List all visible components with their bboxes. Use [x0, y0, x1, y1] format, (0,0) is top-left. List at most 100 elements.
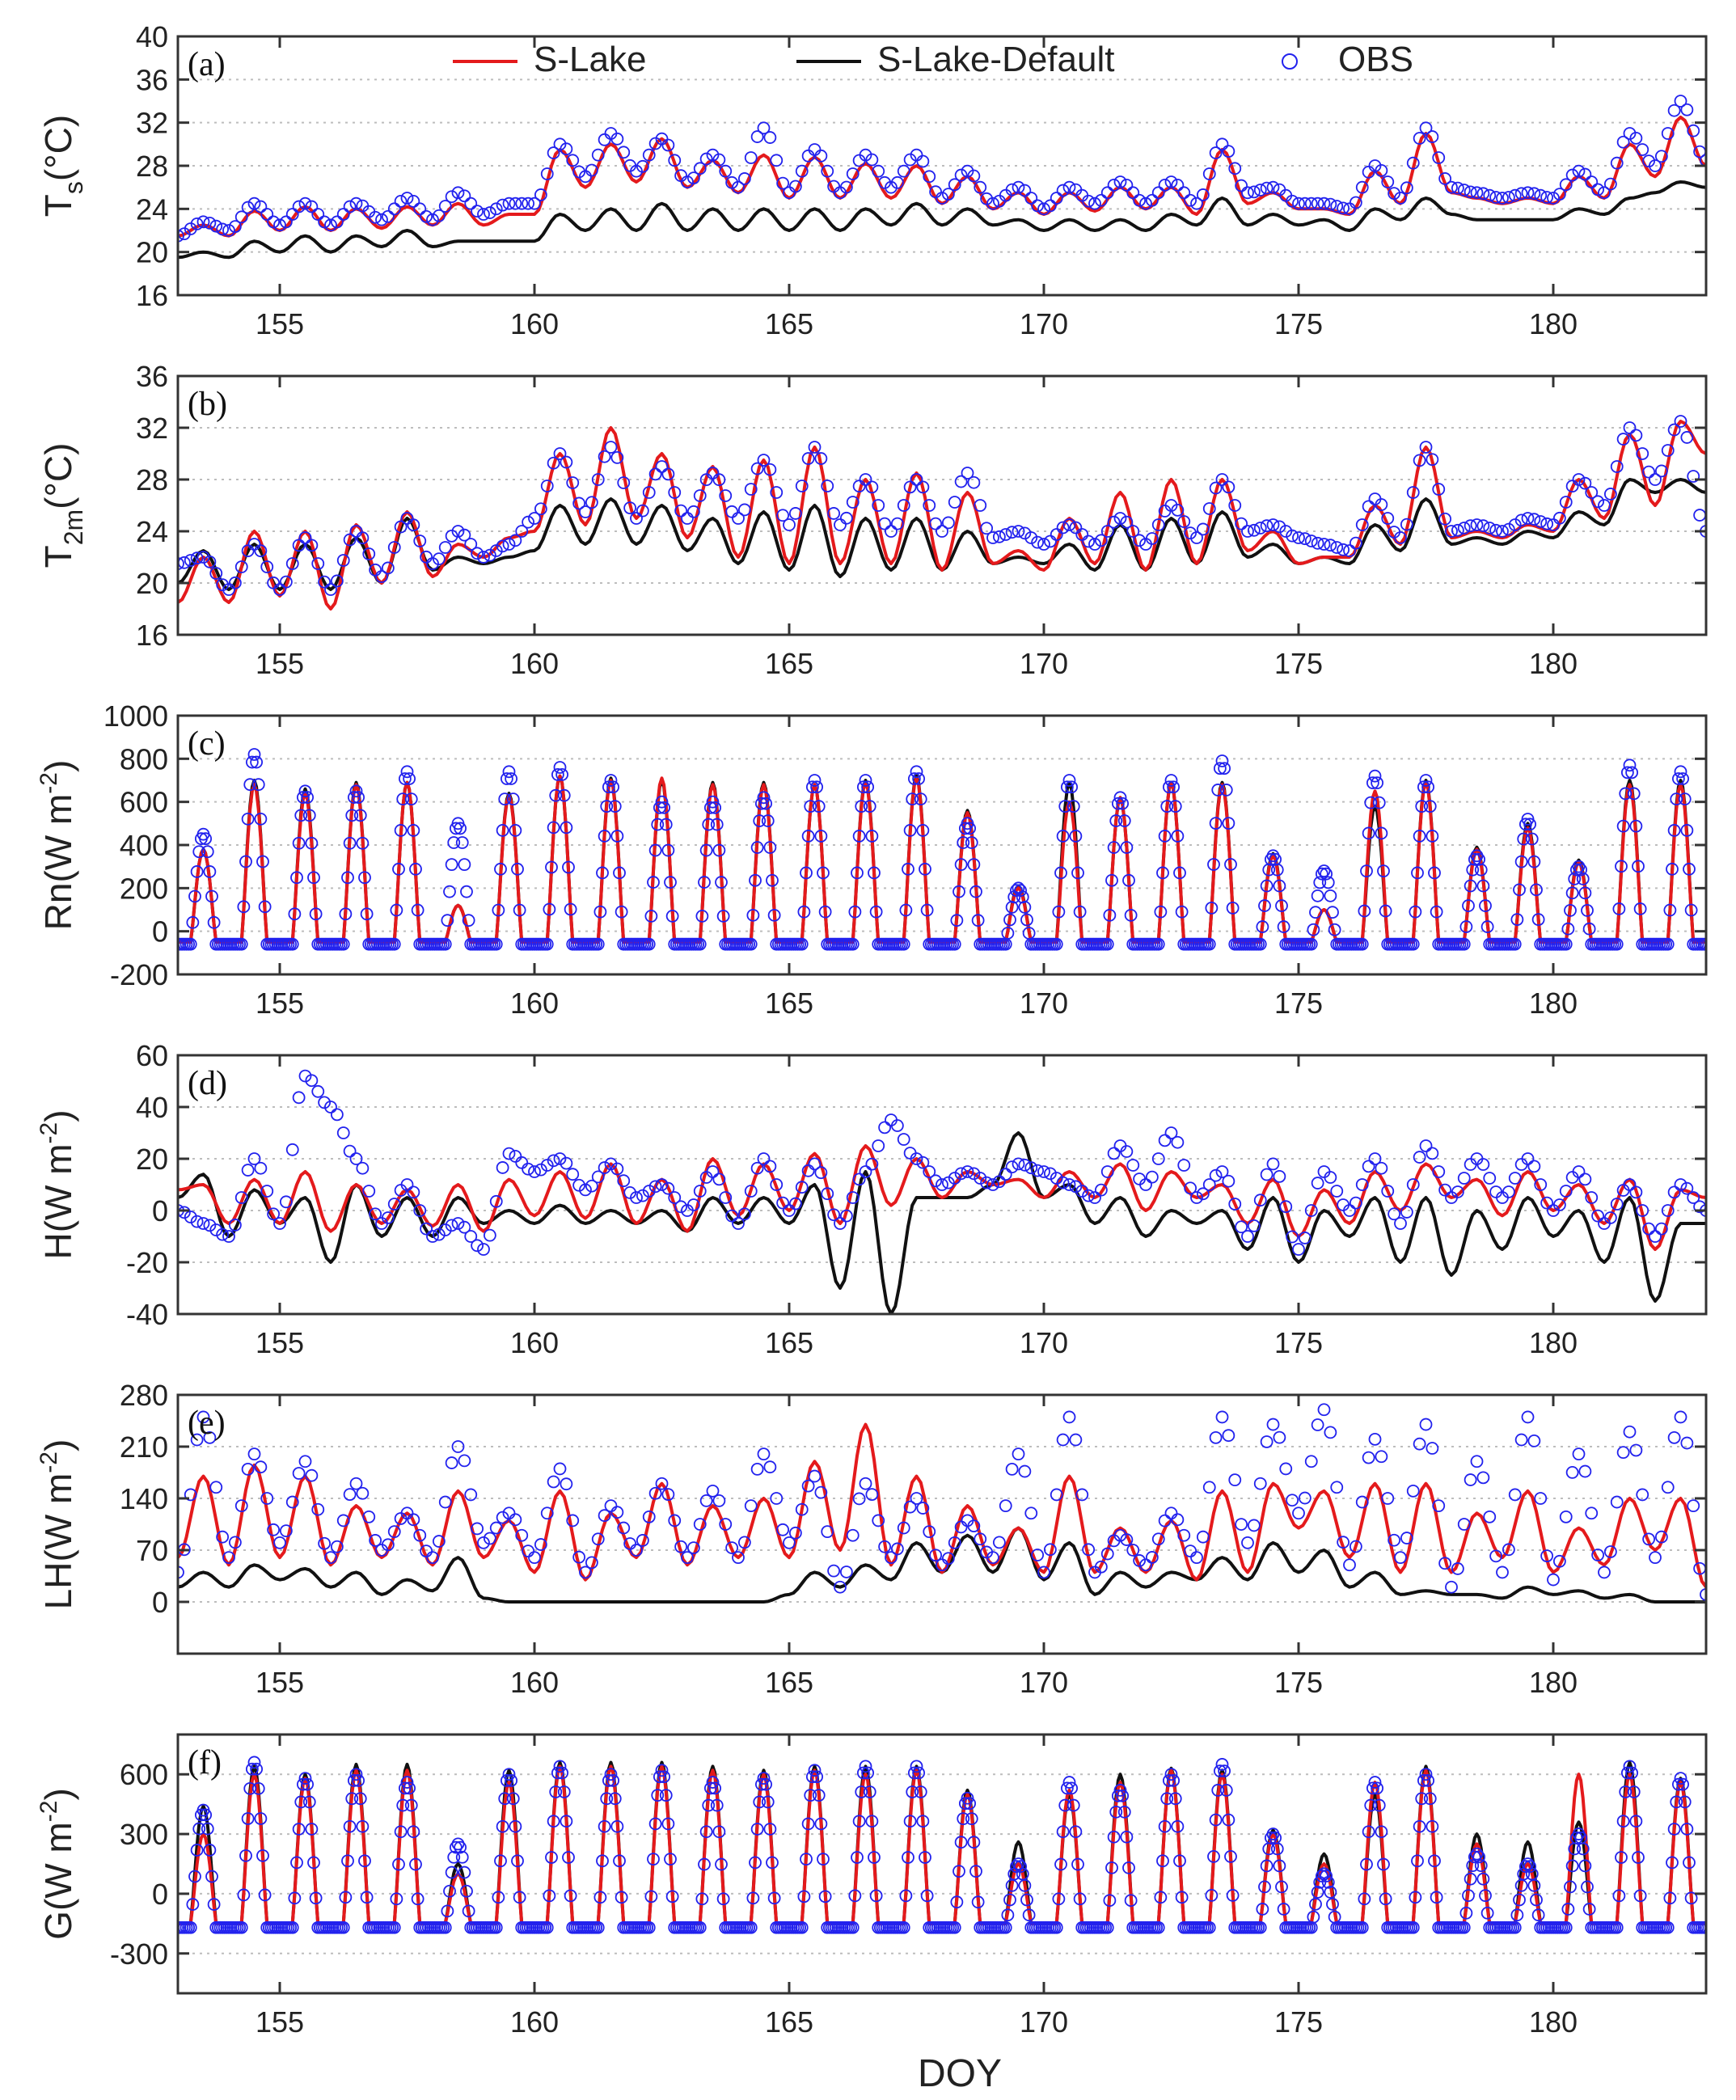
obs-point	[1071, 1857, 1084, 1871]
obs-point	[451, 525, 465, 538]
obs-point	[610, 132, 624, 146]
obs-point	[1205, 901, 1219, 915]
obs-point	[396, 1798, 410, 1812]
legend-label: S-Lake-Default	[877, 40, 1114, 79]
obs-point	[1173, 866, 1186, 880]
obs-point	[1228, 499, 1242, 512]
x-tick-label: 170	[1020, 1326, 1068, 1359]
obs-point	[392, 1857, 405, 1871]
obs-point	[209, 1481, 223, 1494]
obs-point	[596, 1854, 609, 1868]
obs-point	[1031, 535, 1045, 549]
obs-point	[375, 213, 388, 226]
obs-point	[1530, 883, 1543, 897]
obs-point	[648, 137, 662, 150]
obs-point	[1126, 186, 1140, 200]
obs-point	[757, 121, 771, 135]
obs-point	[343, 1144, 357, 1158]
obs-point	[1124, 1894, 1138, 1908]
obs-point	[254, 812, 268, 826]
obs-point	[1202, 1920, 1216, 1934]
obs-point	[1156, 866, 1169, 880]
obs-point	[1052, 1892, 1066, 1906]
obs-point	[648, 1180, 662, 1194]
obs-point	[971, 914, 985, 927]
obs-point	[647, 876, 660, 889]
obs-point	[1457, 1518, 1471, 1531]
obs-point	[1111, 796, 1125, 810]
obs-point	[196, 1410, 210, 1424]
panel-label: (b)	[188, 386, 227, 423]
y-axis-label: Rn(W m-2)	[36, 760, 79, 931]
obs-point	[1311, 1177, 1324, 1189]
obs-point	[957, 1812, 970, 1826]
obs-point	[203, 216, 217, 230]
obs-point	[1224, 858, 1237, 871]
obs-point	[1514, 1433, 1528, 1447]
obs-point	[500, 1774, 513, 1787]
obs-point	[1024, 192, 1038, 205]
obs-point	[1636, 1204, 1649, 1217]
y-tick-label: 16	[136, 619, 168, 652]
obs-point	[454, 822, 467, 835]
obs-series	[178, 1756, 1706, 1934]
obs-point	[602, 1774, 615, 1787]
obs-point	[288, 907, 302, 921]
obs-point	[1215, 137, 1229, 151]
obs-point	[432, 552, 446, 566]
obs-point	[929, 1549, 943, 1562]
obs-point	[1654, 150, 1668, 163]
obs-point	[1126, 1544, 1140, 1557]
obs-point	[980, 1176, 994, 1189]
obs-point	[234, 560, 248, 573]
obs-point	[566, 1514, 580, 1527]
obs-point	[1661, 444, 1675, 457]
obs-point	[551, 1766, 564, 1780]
obs-point	[1667, 104, 1681, 117]
obs-point	[1426, 1147, 1439, 1160]
obs-point	[872, 1139, 885, 1152]
obs-point	[1107, 841, 1121, 854]
obs-point	[699, 152, 713, 166]
axes-frame	[176, 374, 1708, 636]
obs-point	[1001, 927, 1015, 940]
obs-point	[551, 768, 564, 781]
obs-point	[400, 192, 414, 205]
obs-point	[1540, 517, 1554, 530]
obs-point	[1014, 1860, 1028, 1874]
obs-point	[445, 529, 458, 543]
x-tick-label: 155	[256, 647, 304, 680]
obs-point	[560, 1156, 573, 1170]
y-tick-label: 16	[136, 279, 168, 312]
obs-point	[557, 788, 571, 802]
obs-point	[1253, 1194, 1267, 1207]
obs-point	[1105, 1861, 1118, 1874]
obs-point	[936, 1558, 948, 1572]
obs-point	[471, 547, 484, 560]
obs-point	[1105, 873, 1118, 887]
obs-point	[992, 1175, 1006, 1189]
obs-point	[1056, 1825, 1070, 1839]
obs-point	[522, 515, 535, 529]
obs-point	[890, 517, 904, 530]
obs-point	[1228, 1473, 1242, 1487]
obs-point	[965, 1812, 978, 1826]
obs-point	[1058, 800, 1072, 813]
obs-point	[1235, 1220, 1248, 1234]
obs-point	[1629, 429, 1643, 442]
obs-point	[770, 154, 784, 167]
obs-point	[1419, 1418, 1433, 1431]
obs-point	[1062, 774, 1076, 787]
obs-point	[763, 841, 777, 854]
obs-point	[553, 1152, 567, 1165]
obs-point	[1022, 1908, 1036, 1922]
obs-point	[615, 1891, 628, 1904]
obs-point	[209, 219, 223, 233]
obs-point	[750, 130, 764, 143]
obs-point	[245, 755, 259, 769]
obs-point	[1111, 1789, 1125, 1802]
obs-point	[1355, 1495, 1369, 1509]
obs-point	[222, 583, 235, 596]
obs-point	[1317, 538, 1331, 551]
obs-point	[528, 196, 541, 210]
